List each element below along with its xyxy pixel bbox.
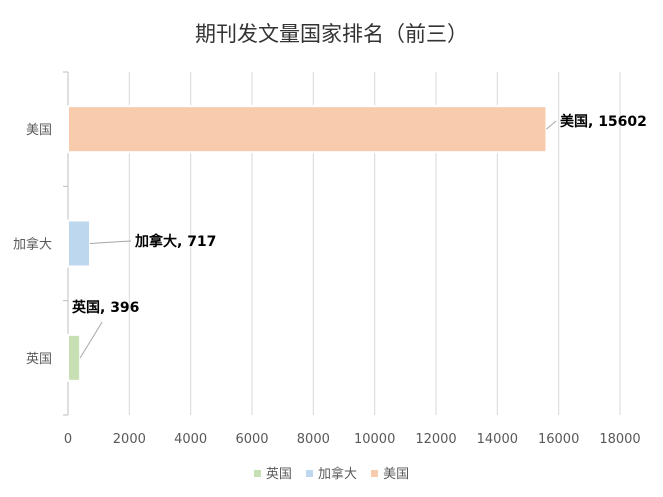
legend-item-usa: 美国 [371, 463, 409, 482]
category-label: 美国 [26, 123, 52, 138]
legend-label-uk: 英国 [265, 467, 292, 482]
x-tick-label: 10000 [354, 432, 395, 447]
chart-title: 期刊发文量国家排名（前三） [195, 22, 468, 46]
legend-swatch-uk [253, 470, 261, 477]
x-tick-label: 0 [64, 432, 72, 447]
legend-item-uk: 英国 [253, 463, 292, 482]
leader-line [79, 321, 103, 359]
category-label: 加拿大 [13, 237, 52, 253]
x-tick-label: 8000 [297, 432, 330, 447]
x-tick-label: 6000 [235, 432, 268, 447]
bar-0 [67, 333, 82, 382]
data-label: 美国, 15602 [560, 113, 647, 130]
category-label: 英国 [26, 352, 52, 367]
leader-line [89, 240, 132, 244]
legend-label-canada: 加拿大 [317, 467, 357, 482]
x-tick-label: 18000 [599, 432, 640, 447]
x-tick-label: 16000 [538, 432, 579, 447]
x-tick-label: 4000 [174, 432, 207, 447]
legend-item-canada: 加拿大 [305, 463, 357, 482]
x-tick-label: 14000 [477, 432, 518, 447]
data-label: 加拿大, 717 [134, 233, 216, 250]
x-tick-label: 2000 [113, 432, 146, 447]
x-tick-label: 12000 [415, 432, 456, 447]
legend: 英国 加拿大 美国 [0, 463, 663, 482]
bar-2 [67, 105, 548, 154]
bar-1 [67, 219, 91, 268]
legend-swatch-canada [305, 470, 313, 477]
legend-label-usa: 美国 [383, 467, 410, 482]
data-label: 英国, 396 [71, 299, 139, 316]
legend-swatch-usa [371, 470, 379, 477]
leader-line [546, 120, 557, 130]
